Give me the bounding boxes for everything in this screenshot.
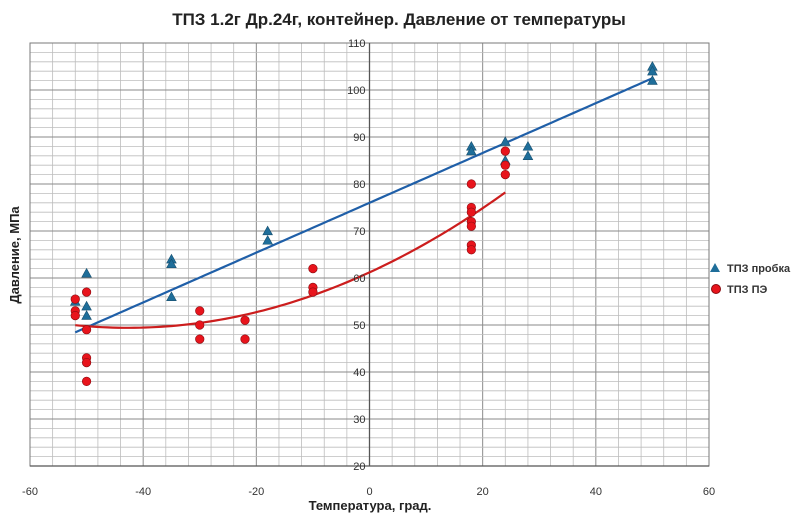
data-point-circle: [500, 170, 510, 180]
y-tick-label: 80: [353, 179, 365, 191]
legend-label-series-2: ТПЗ ПЭ: [727, 284, 767, 296]
data-point-circle: [81, 325, 92, 335]
data-point-circle: [81, 376, 92, 387]
x-tick-label: 0: [366, 486, 372, 498]
data-point-circle: [466, 245, 476, 255]
legend-label-series-1: ТПЗ пробка: [727, 263, 791, 275]
data-point-circle: [308, 287, 318, 297]
data-points: [69, 61, 658, 387]
x-axis-label: Температура, град.: [309, 498, 432, 513]
data-point-triangle: [81, 300, 92, 311]
data-point-circle: [195, 334, 205, 344]
data-point-triangle: [647, 65, 658, 76]
data-point-circle: [70, 311, 80, 321]
x-tick-label: 20: [477, 486, 489, 498]
trendlines: [74, 77, 653, 334]
data-point-triangle: [81, 310, 92, 320]
data-point-circle: [81, 358, 92, 368]
axes: [29, 42, 710, 467]
data-point-triangle: [166, 258, 177, 269]
data-point-circle: [500, 160, 510, 170]
legend-item-series-1: ТПЗ пробка: [710, 263, 791, 275]
data-point-circle: [466, 207, 476, 217]
data-point-circle: [195, 320, 205, 330]
data-point-triangle: [647, 75, 658, 85]
data-point-circle: [466, 221, 476, 231]
x-tick-label: -60: [22, 486, 38, 498]
y-axis-label: Давление, МПа: [7, 206, 22, 304]
data-point-circle: [240, 315, 250, 325]
data-point-circle: [81, 287, 92, 297]
trendline-series-1: [74, 77, 653, 334]
y-tick-label: 100: [347, 85, 365, 97]
x-tick-label: 40: [590, 486, 602, 498]
y-tick-label: 60: [353, 273, 365, 285]
legend: ТПЗ пробка ТПЗ ПЭ: [710, 263, 791, 296]
data-point-circle: [70, 294, 80, 304]
y-tick-label: 110: [348, 38, 366, 50]
y-tick-label: 50: [353, 320, 365, 332]
x-tick-label: -20: [248, 486, 264, 498]
y-tick-label: 90: [353, 132, 365, 144]
data-point-triangle: [466, 145, 477, 156]
x-tick-label: 60: [703, 486, 715, 498]
data-point-triangle: [262, 225, 273, 236]
legend-item-series-2: ТПЗ ПЭ: [711, 284, 767, 296]
data-point-circle: [466, 179, 476, 189]
tick-labels: -60 -40 -20 0 20 40 60 20 30 40 50 60 70 80 90 100 110: [22, 38, 715, 498]
legend-triangle-marker: [710, 263, 720, 272]
legend-circle-marker: [711, 284, 721, 294]
y-tick-label: 70: [353, 226, 365, 238]
data-point-triangle: [166, 291, 177, 301]
data-point-circle: [500, 146, 510, 156]
data-point-circle: [195, 306, 205, 316]
chart-title: ТПЗ 1.2г Др.24г, контейнер. Давление от …: [172, 10, 626, 29]
data-point-triangle: [499, 136, 511, 146]
data-point-circle: [240, 334, 250, 344]
y-tick-label: 30: [353, 414, 365, 426]
data-point-triangle: [81, 267, 92, 278]
x-tick-label: -40: [135, 486, 151, 498]
data-point-circle: [308, 264, 318, 274]
trendline-series-2: [75, 191, 506, 329]
data-point-triangle: [262, 234, 273, 245]
y-tick-label: 20: [353, 461, 365, 473]
data-point-triangle: [522, 140, 534, 151]
y-tick-label: 40: [353, 367, 365, 379]
data-point-triangle: [522, 150, 534, 160]
